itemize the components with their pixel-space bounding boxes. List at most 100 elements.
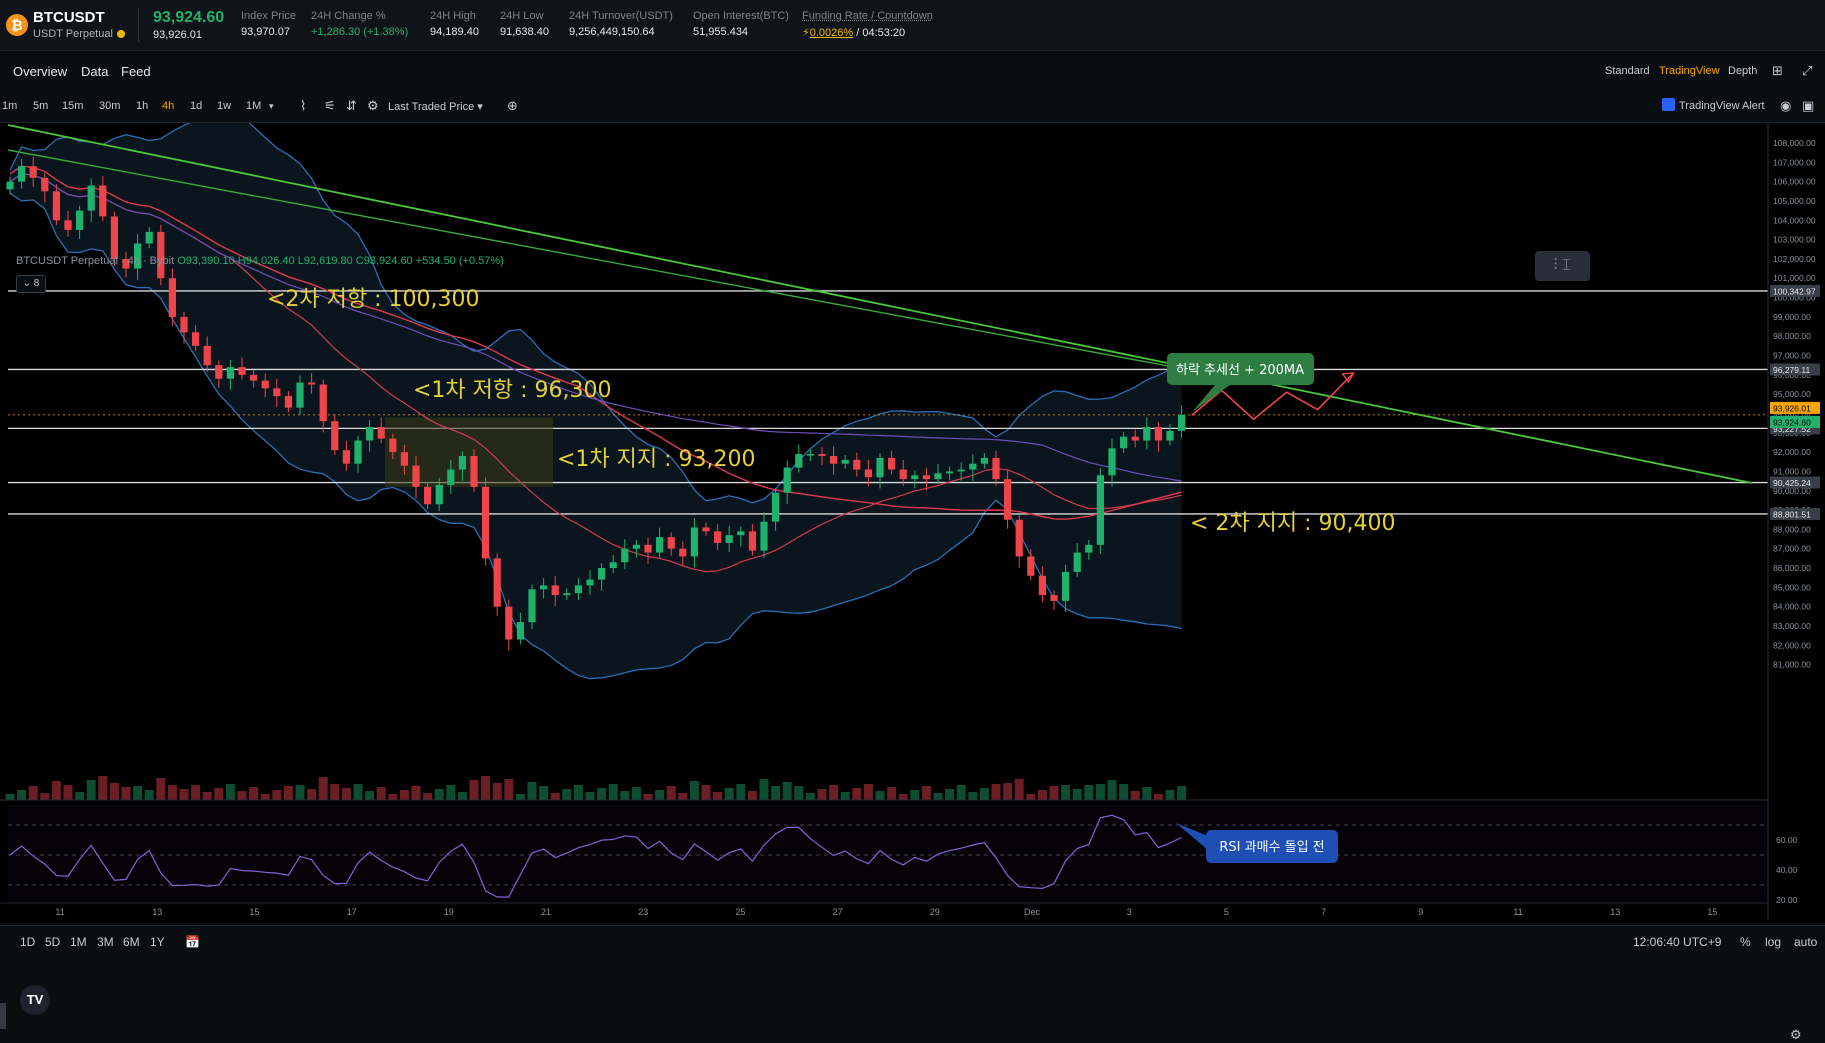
candle-body	[609, 562, 617, 569]
volume-bar	[643, 794, 653, 800]
trend-lines	[7, 124, 1753, 484]
candle-body	[1096, 475, 1104, 545]
auto-scale-toggle[interactable]: auto	[1794, 935, 1818, 949]
timeframe-4h[interactable]: 4h	[162, 100, 175, 112]
cursor-tool-icon[interactable]: ⫶ ⌶	[1535, 251, 1590, 281]
chart-legend: BTCUSDT Perpetual · 4h · Bybit O93,390.1…	[16, 255, 504, 267]
log-scale-toggle[interactable]: log	[1765, 935, 1782, 949]
chart-canvas[interactable]: 108,000.00 107,000.00 106,000.00 105,000.00…	[0, 123, 1825, 923]
price-axis[interactable]: 108,000.00 107,000.00 106,000.00 105,000.00…	[1767, 123, 1825, 923]
bollinger-upper	[9, 123, 1182, 504]
candle-body	[864, 469, 872, 478]
volume-bar	[701, 785, 711, 800]
view-depth[interactable]: Depth	[1728, 65, 1758, 77]
volume-bar	[979, 788, 989, 800]
volume-bar	[179, 789, 189, 800]
level-price-tag	[1770, 284, 1820, 297]
chevron-down-icon[interactable]: ▾	[269, 101, 274, 111]
timeframe-1M[interactable]: 1M	[246, 100, 262, 112]
price-chart[interactable]: 108,000.00 107,000.00 106,000.00 105,000.00…	[0, 123, 1825, 1042]
candle-body	[435, 484, 443, 505]
stat-value: 94,189.40	[430, 26, 479, 38]
stat-funding-rate[interactable]: Funding Rate / Countdown ⚡0.0026% / 04:5…	[802, 10, 933, 39]
candle-body	[980, 457, 988, 464]
price-tick-label: 95,000.00	[1773, 389, 1811, 399]
price-source-select[interactable]: Last Traded Price ▾	[388, 101, 483, 113]
timeframe-15m[interactable]: 15m	[62, 100, 84, 112]
range-6m[interactable]: 6M	[123, 935, 140, 949]
volume-bar	[1026, 794, 1036, 800]
range-3m[interactable]: 3M	[97, 935, 114, 949]
indicators-icon[interactable]: ⌇	[300, 98, 307, 113]
volume-bar	[631, 787, 641, 800]
time-tick-label: 21	[541, 907, 551, 917]
timeframe-1d[interactable]: 1d	[190, 100, 203, 112]
volume-bar	[817, 789, 827, 800]
resize-handle[interactable]	[0, 1003, 6, 1029]
candle-body	[528, 589, 536, 623]
timeframe-5m[interactable]: 5m	[33, 100, 49, 112]
range-5d[interactable]: 5D	[45, 935, 61, 949]
info-icon[interactable]	[116, 30, 125, 38]
symbol-name[interactable]: BTCUSDT	[33, 9, 105, 26]
camera-icon[interactable]: ◉	[1780, 98, 1792, 113]
volume-bar	[585, 792, 595, 800]
drawing-tools-icon[interactable]: ⚟	[324, 98, 336, 113]
price-tick-label: 83,000.00	[1773, 621, 1811, 631]
contract-type-label: USDT Perpetual	[33, 28, 113, 40]
candle-body	[168, 278, 176, 317]
time-tick-label: 13	[152, 907, 162, 917]
gear-icon[interactable]: ⚙	[1790, 1027, 1802, 1042]
view-tradingview[interactable]: TradingView	[1659, 65, 1720, 77]
calendar-icon[interactable]: 📅	[185, 935, 200, 949]
range-1m[interactable]: 1M	[70, 935, 87, 949]
tab-overview[interactable]: Overview	[13, 64, 68, 79]
price-tick-label: 90,000.00	[1773, 486, 1811, 496]
candle-body	[1178, 414, 1186, 431]
timeframe-30m[interactable]: 30m	[99, 100, 121, 112]
price-tick-label: 87,000.00	[1773, 544, 1811, 554]
candle-body	[876, 457, 884, 478]
range-1y[interactable]: 1Y	[150, 935, 165, 949]
time-tick-label: 11	[1513, 907, 1522, 917]
fullscreen-icon[interactable]: ▣	[1802, 98, 1815, 113]
range-1d[interactable]: 1D	[20, 935, 36, 949]
volume-bar	[1061, 785, 1071, 800]
volume-bar	[17, 790, 27, 800]
candle-body	[41, 177, 49, 192]
consolidation-highlight	[385, 417, 553, 487]
funding-rate-value: 0.0026%	[809, 27, 854, 39]
candle-body	[969, 463, 977, 470]
tab-feed[interactable]: Feed	[121, 64, 151, 79]
view-standard[interactable]: Standard	[1605, 65, 1650, 77]
candle-body	[1050, 595, 1058, 601]
indicator-collapse-button[interactable]: ⌄ 8	[16, 275, 46, 293]
layout-grid-icon[interactable]: ⊞	[1772, 63, 1783, 78]
candle-body	[493, 558, 501, 607]
timeframe-1w[interactable]: 1w	[217, 100, 232, 112]
candle-body	[841, 459, 849, 464]
annotation-label: < 2차 지지 : 90,400	[1190, 511, 1396, 536]
candle-body	[458, 455, 466, 470]
add-icon[interactable]: ⊕	[507, 98, 518, 113]
price-tick-label: 103,000.00	[1773, 235, 1816, 245]
tradingview-alert-button[interactable]: TradingView Alert	[1662, 98, 1765, 114]
legend-ohlc: O93,390.10 H94,026.40 L92,619.80 C93,924…	[177, 255, 504, 267]
timeframe-1m[interactable]: 1m	[2, 100, 18, 112]
time-axis[interactable]: 11 13 15 17 19 21 23 25 27 29 Dec 3 5 7 9 11 13 15	[0, 902, 1768, 917]
volume-bar	[759, 779, 769, 800]
candle-body	[644, 544, 652, 553]
stat-label: 24H High	[430, 10, 476, 22]
tab-data[interactable]: Data	[81, 64, 109, 79]
candle-body	[424, 486, 432, 505]
compare-icon[interactable]: ⇵	[346, 98, 357, 113]
expand-icon[interactable]: ⤢	[1802, 63, 1813, 78]
settings-icon[interactable]: ⚙	[367, 98, 379, 113]
percent-scale-toggle[interactable]: %	[1740, 935, 1751, 949]
volume-bar	[736, 784, 746, 800]
candle-body	[76, 210, 84, 230]
volume-bar	[469, 780, 479, 800]
tradingview-logo-icon[interactable]: TV	[20, 985, 50, 1015]
stat-label: Open Interest(BTC)	[693, 10, 789, 22]
timeframe-1h[interactable]: 1h	[136, 100, 149, 112]
